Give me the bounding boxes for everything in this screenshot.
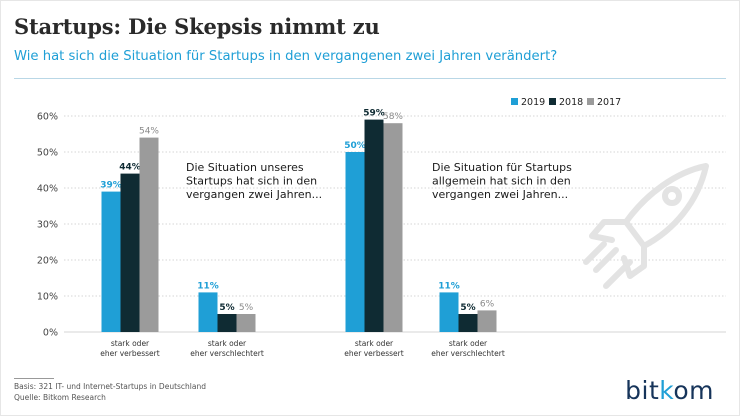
data-label: 59% — [363, 109, 385, 119]
data-label: 5% — [460, 303, 475, 313]
bar — [477, 310, 497, 332]
x-category-label: eher verbessert — [344, 349, 403, 358]
header-divider — [14, 78, 726, 79]
bitkom-logo: bitkom — [625, 376, 714, 405]
footnote-source: Quelle: Bitkom Research — [14, 393, 106, 402]
bar — [236, 314, 256, 332]
y-tick-label: 30% — [37, 220, 58, 231]
x-category-label: eher verschlechtert — [431, 349, 505, 358]
bar — [198, 292, 218, 332]
chart-annotation: Die Situation unseres — [186, 161, 304, 174]
y-tick-label: 20% — [37, 256, 58, 267]
data-label: 44% — [119, 163, 141, 173]
data-label: 58% — [383, 112, 403, 122]
bar — [364, 119, 384, 332]
x-category-label: stark oder — [111, 339, 150, 348]
x-category-label: stark oder — [449, 339, 488, 348]
bar — [439, 292, 459, 332]
y-tick-label: 0% — [43, 328, 58, 339]
legend-label: 2017 — [597, 97, 621, 108]
data-label: 50% — [344, 141, 366, 151]
bar — [120, 173, 140, 332]
bar — [217, 314, 237, 332]
legend-label: 2018 — [559, 97, 583, 108]
data-label: 11% — [438, 281, 460, 291]
chart-annotation: Startups hat sich in den — [186, 175, 317, 188]
footnote-divider — [14, 378, 54, 379]
legend-swatch — [511, 98, 518, 105]
data-label: 11% — [197, 281, 219, 291]
data-label: 5% — [239, 303, 254, 313]
bar — [139, 137, 159, 332]
x-category-label: stark oder — [208, 339, 247, 348]
data-label: 39% — [100, 181, 122, 191]
chart-annotation: allgemein hat sich in den — [432, 175, 571, 188]
y-tick-label: 10% — [37, 292, 58, 303]
page-title: Startups: Die Skepsis nimmt zu — [14, 14, 380, 39]
chart-annotation: Die Situation für Startups — [432, 161, 572, 174]
data-label: 5% — [219, 303, 234, 313]
x-category-label: stark oder — [355, 339, 394, 348]
data-label: 54% — [139, 127, 159, 137]
x-category-label: eher verschlechtert — [190, 349, 264, 358]
footnote-basis: Basis: 321 IT- und Internet-Startups in … — [14, 382, 206, 391]
y-tick-label: 50% — [37, 148, 58, 159]
x-category-label: eher verbessert — [100, 349, 159, 358]
bar — [383, 123, 403, 332]
rocket-icon — [583, 163, 709, 289]
chart-annotation: vergangen zwei Jahren... — [432, 188, 568, 201]
data-label: 6% — [480, 299, 495, 309]
legend-label: 2019 — [521, 97, 545, 108]
legend-swatch — [549, 98, 556, 105]
bar — [458, 314, 478, 332]
y-tick-label: 40% — [37, 184, 58, 195]
chart-annotation: vergangen zwei Jahren... — [186, 188, 322, 201]
legend-swatch — [587, 98, 594, 105]
bar — [101, 191, 121, 332]
page-subtitle: Wie hat sich die Situation für Startups … — [14, 49, 558, 64]
bar — [345, 152, 365, 332]
y-tick-label: 60% — [37, 112, 58, 123]
